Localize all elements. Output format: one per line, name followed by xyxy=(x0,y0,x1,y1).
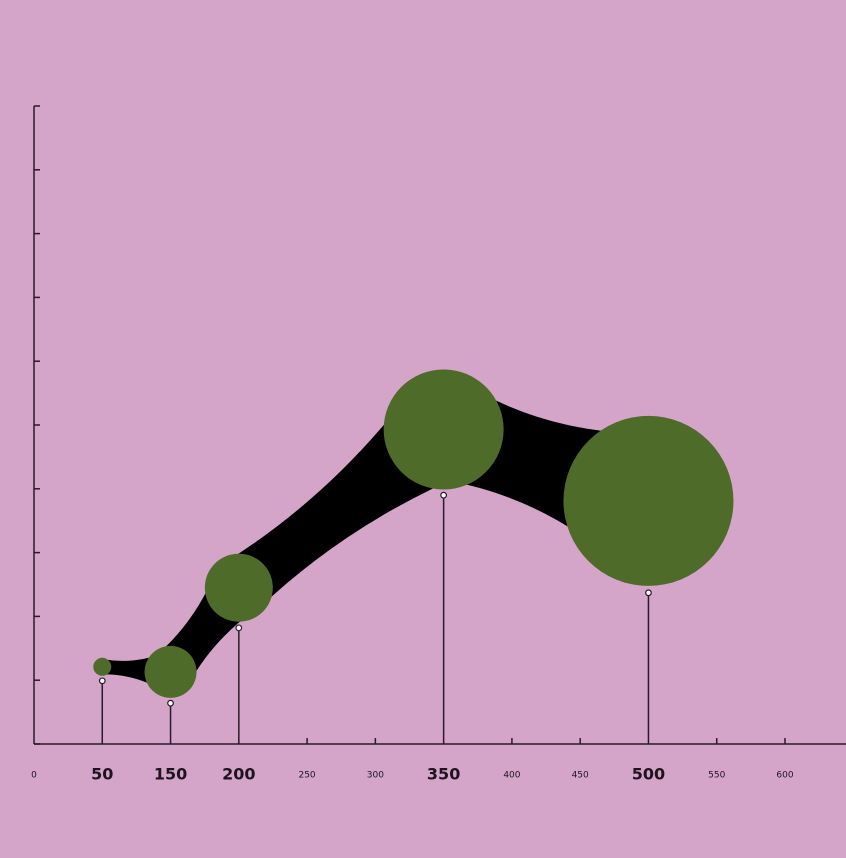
x-tick-label: 450 xyxy=(572,771,589,781)
bubble xyxy=(204,553,273,622)
x-tick-label: 300 xyxy=(367,771,384,781)
x-tick-label: 550 xyxy=(708,771,725,781)
x-tick-label: 0 xyxy=(31,771,37,781)
bubble xyxy=(563,415,734,586)
bubble xyxy=(383,369,504,490)
x-tick-label: 200 xyxy=(222,765,255,784)
bubble xyxy=(93,657,112,676)
x-tick-label: 250 xyxy=(298,771,315,781)
stem-head xyxy=(645,589,652,597)
x-tick-label: 600 xyxy=(776,771,793,781)
bubble xyxy=(144,645,197,698)
stem-head xyxy=(440,491,448,499)
stem-head xyxy=(167,699,174,707)
x-tick-label: 400 xyxy=(503,771,520,781)
stem-head xyxy=(235,624,243,632)
x-tick-label: 350 xyxy=(427,765,460,784)
x-tick-label: 500 xyxy=(632,765,665,784)
x-tick-label: 150 xyxy=(154,765,187,784)
stem-head xyxy=(98,677,106,685)
x-tick-label: 50 xyxy=(91,765,113,784)
